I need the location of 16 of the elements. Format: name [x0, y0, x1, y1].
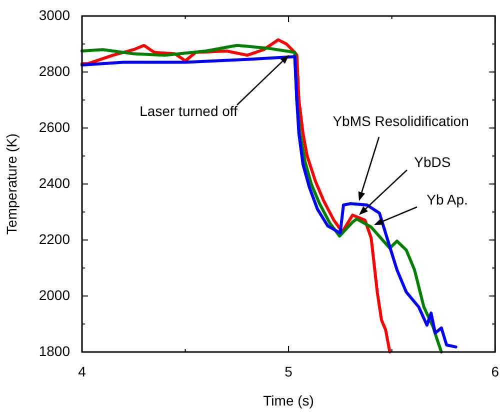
- y-tick-label: 2600: [38, 118, 70, 135]
- y-tick-label: 1800: [38, 342, 70, 359]
- annotation: Yb Ap.: [426, 192, 468, 208]
- x-tick-label: 4: [78, 363, 86, 380]
- annotation: YbDS: [414, 154, 451, 170]
- y-tick-label: 3000: [38, 6, 70, 23]
- y-axis-title: Temperature (K): [3, 133, 20, 235]
- y-tick-label: 2400: [38, 174, 70, 191]
- y-tick-label: 2000: [38, 286, 70, 303]
- y-tick-label: 2800: [38, 62, 70, 79]
- x-axis-title: Time (s): [263, 392, 314, 408]
- y-tick-label: 2200: [38, 230, 70, 247]
- annotation: Laser turned off: [140, 102, 238, 119]
- x-tick-label: 6: [491, 363, 500, 380]
- x-tick-label: 5: [284, 363, 293, 380]
- annotation: YbMS Resolidification: [332, 113, 469, 130]
